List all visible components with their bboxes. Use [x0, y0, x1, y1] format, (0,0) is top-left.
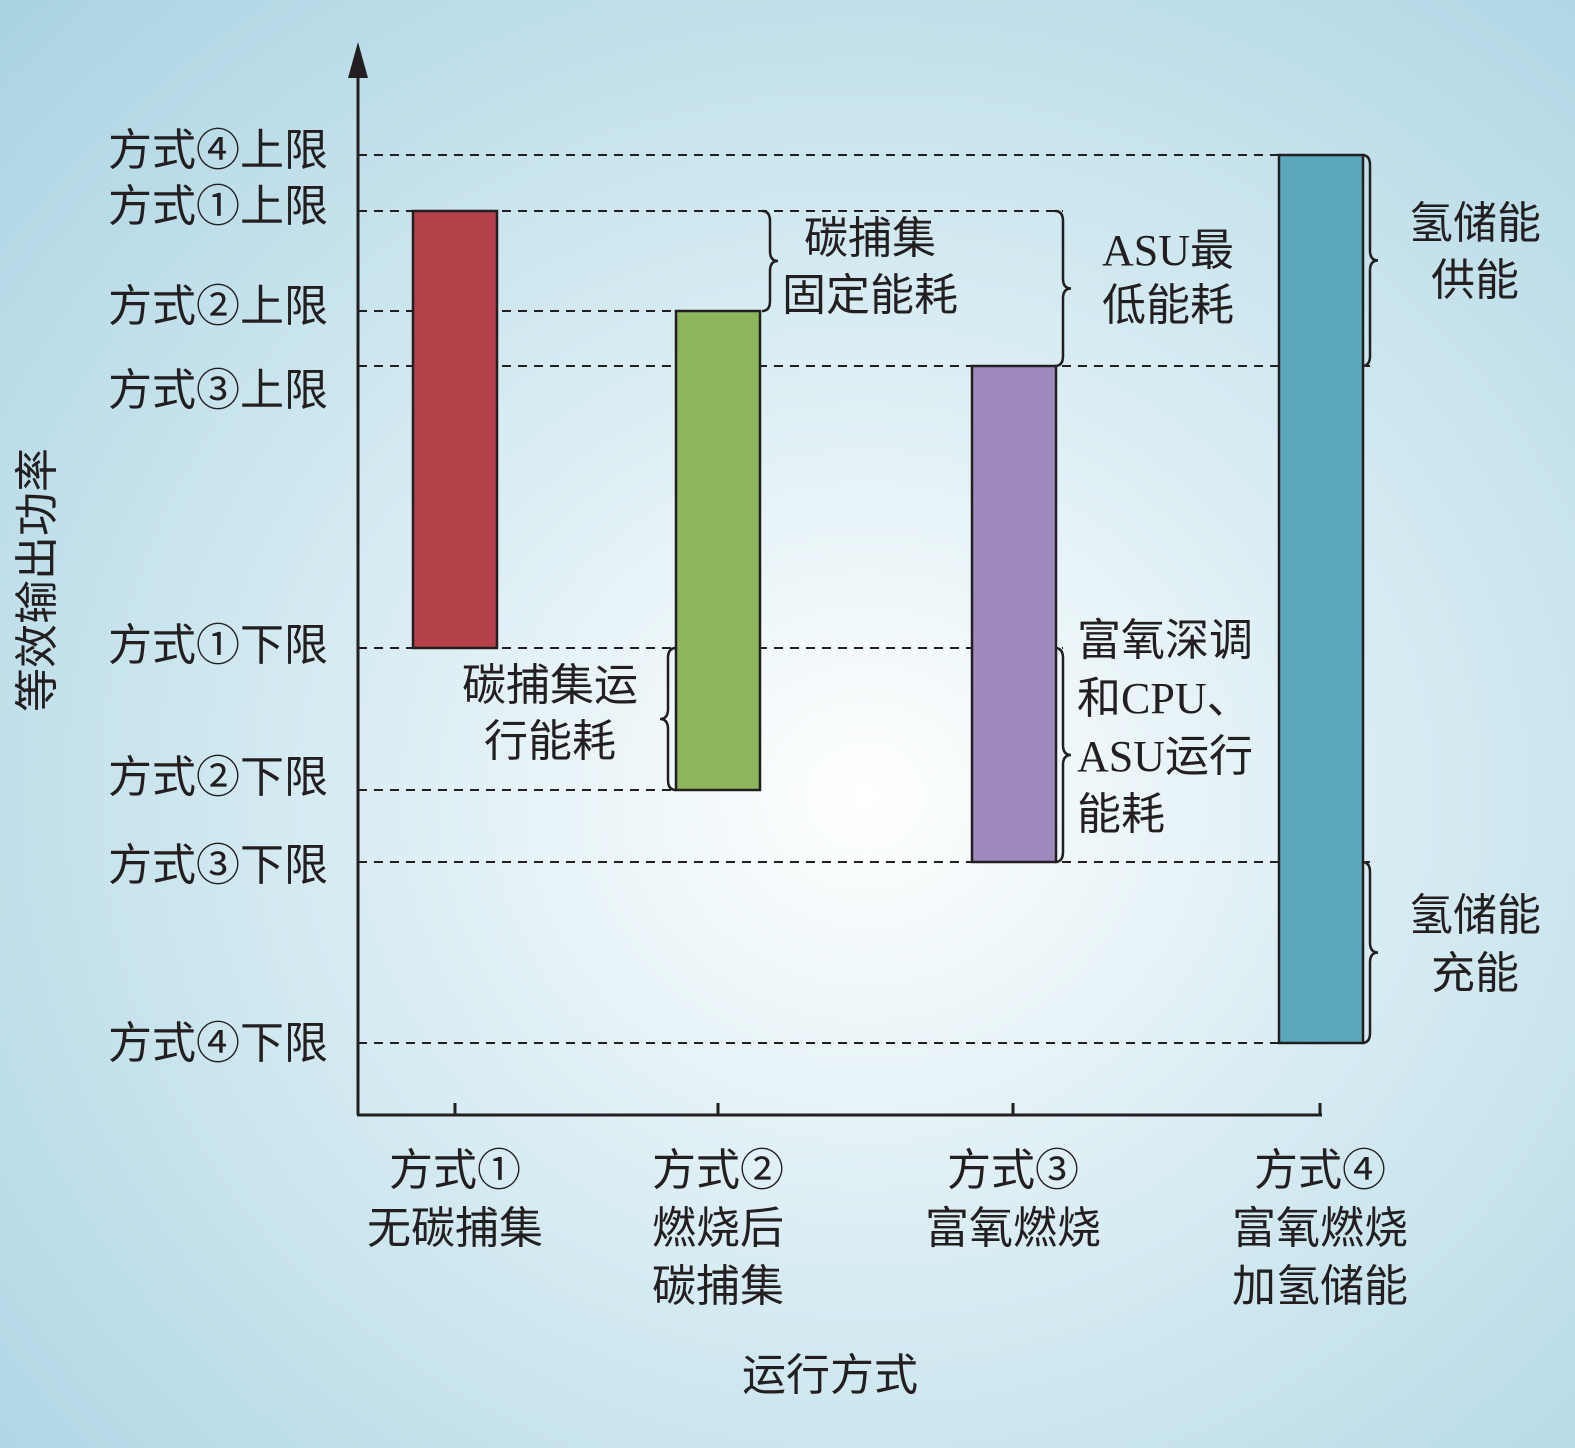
category-label: 富氧燃烧: [925, 1204, 1101, 1253]
level-label: 方式②上限: [108, 282, 328, 331]
annotation: ASU最: [1102, 226, 1234, 275]
category-label: 富氧燃烧: [1232, 1204, 1408, 1253]
annotation: 供能: [1431, 256, 1519, 305]
brace: [1361, 153, 1379, 368]
bar: [970, 364, 1058, 864]
annotation: 充能: [1431, 949, 1519, 998]
annotation: 氢储能: [1409, 199, 1541, 248]
annotation: 碳捕集: [804, 214, 936, 263]
level-label: 方式①上限: [108, 182, 328, 231]
bar: [1277, 153, 1365, 1045]
category-label: 方式②: [652, 1146, 784, 1195]
brace: [1361, 860, 1379, 1045]
level-label: 方式②下限: [108, 753, 328, 802]
level-label: 方式④上限: [108, 126, 328, 175]
category-label: 燃烧后: [652, 1204, 784, 1253]
annotation: 碳捕集运: [462, 661, 638, 710]
level-label: 方式③下限: [108, 841, 328, 890]
category-label: 无碳捕集: [367, 1204, 543, 1253]
annotation: 行能耗: [484, 717, 616, 766]
annotation: 能耗: [1077, 790, 1165, 839]
level-label: 方式③上限: [108, 366, 328, 415]
level-label: 方式①下限: [108, 621, 328, 670]
category-label: 方式①: [389, 1146, 521, 1195]
annotation: 低能耗: [1102, 281, 1234, 330]
brace: [1054, 646, 1072, 864]
x-axis-title: 运行方式: [742, 1351, 918, 1400]
brace: [761, 209, 779, 313]
brace: [1054, 209, 1072, 368]
level-label: 方式④下限: [108, 1019, 328, 1068]
bar: [411, 209, 499, 650]
category-label: 方式④: [1254, 1146, 1386, 1195]
annotation: ASU运行: [1077, 732, 1253, 781]
annotation: 固定能耗: [782, 271, 958, 320]
bar: [674, 309, 762, 792]
annotation: 富氧深调: [1077, 616, 1253, 665]
y-axis-title: 等效输出功率: [13, 448, 62, 712]
y-axis-arrow: [348, 42, 368, 78]
category-label: 方式③: [947, 1146, 1079, 1195]
annotation: 氢储能: [1409, 891, 1541, 940]
category-label: 加氢储能: [1232, 1262, 1408, 1311]
brace: [659, 646, 677, 792]
category-label: 碳捕集: [652, 1262, 784, 1311]
annotation: 和CPU、: [1077, 674, 1251, 723]
